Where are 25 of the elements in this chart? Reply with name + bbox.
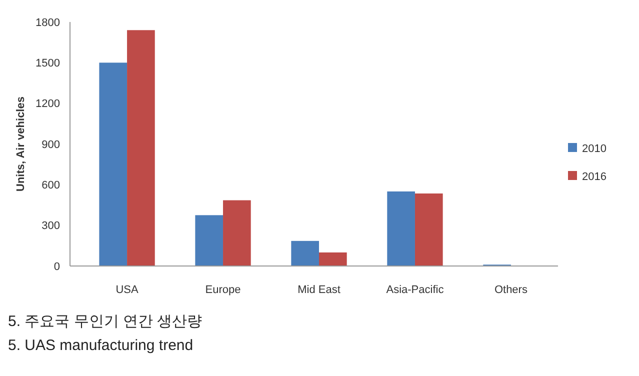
bar (127, 30, 155, 266)
x-tick-label: USA (116, 284, 139, 296)
y-tick-label: 0 (54, 260, 60, 273)
legend-label: 2010 (582, 142, 606, 155)
x-tick-label: Mid East (298, 284, 340, 296)
x-tick-label: Europe (205, 284, 241, 296)
y-tick-label: 300 (42, 220, 60, 232)
x-tick-label: Others (494, 284, 528, 296)
y-axis-title: Units, Air vehicles (15, 96, 27, 192)
y-tick-label: 1500 (36, 58, 60, 70)
text: 5. UAS manufacturing trend (8, 337, 194, 354)
bar (319, 252, 347, 266)
bar (99, 62, 128, 266)
text: 5. 주요국 무인기 연간 생산량 (8, 313, 202, 330)
bar (195, 215, 224, 266)
y-tick-label: 1800 (36, 16, 60, 29)
legend-label: 2016 (582, 170, 606, 183)
bar (223, 200, 251, 266)
bar (387, 191, 415, 266)
x-tick-label: Asia-Pacific (386, 284, 444, 296)
y-tick-label: 900 (42, 138, 60, 151)
y-tick-label: 1200 (36, 98, 60, 110)
bar (414, 193, 443, 266)
y-tick-label: 600 (42, 180, 60, 192)
bar (291, 240, 319, 266)
